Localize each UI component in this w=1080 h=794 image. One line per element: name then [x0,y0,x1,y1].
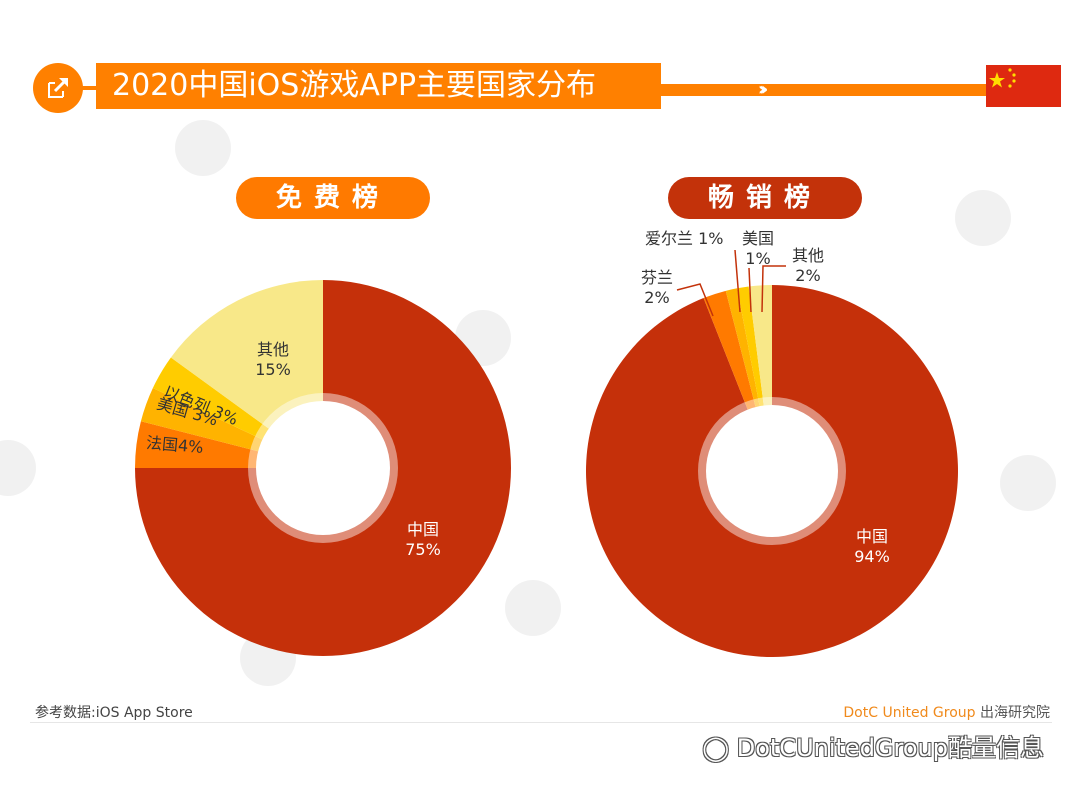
paid-label-china: 中国 94% [854,527,890,566]
footer-divider [30,722,1052,723]
title-connector [80,86,100,90]
wechat-icon: ◯ [702,734,730,762]
free-label-other: 其他 15% [255,340,291,379]
page-title: 2020中国iOS游戏APP主要国家分布 [96,63,661,109]
free-label-china: 中国 75% [405,520,441,559]
paid-label-other: 其他 2% [791,246,824,285]
title-badge [33,63,83,113]
watermark-logo [175,120,231,176]
wechat-watermark: ◯ DotCUnitedGroup酷量信息 [702,728,1044,763]
leader-line [748,267,752,313]
brand-suffix: 出海研究院 [975,705,1050,721]
paid-label-finland: 芬兰 2% [640,268,673,307]
free-chart-title: 免费榜 [236,177,430,219]
china-flag-icon [986,65,1061,107]
brand-credit: DotC United Group 出海研究院 [843,702,1050,722]
wechat-handle: DotCUnitedGroup酷量信息 [736,734,1044,762]
watermark-logo [1000,455,1056,511]
watermark-logo [505,580,561,636]
paid-chart-title: 畅销榜 [668,177,862,219]
paid-label-ireland: 爱尔兰 1% [645,229,724,248]
watermark-logo [955,190,1011,246]
brand-name: DotC United Group [843,705,976,721]
leader-line [676,283,714,317]
share-out-icon [48,78,68,98]
leader-line [734,249,741,313]
leader-line [761,265,786,313]
paid-label-usa: 美国 1% [741,229,774,268]
data-source: 参考数据:iOS App Store [35,705,193,721]
